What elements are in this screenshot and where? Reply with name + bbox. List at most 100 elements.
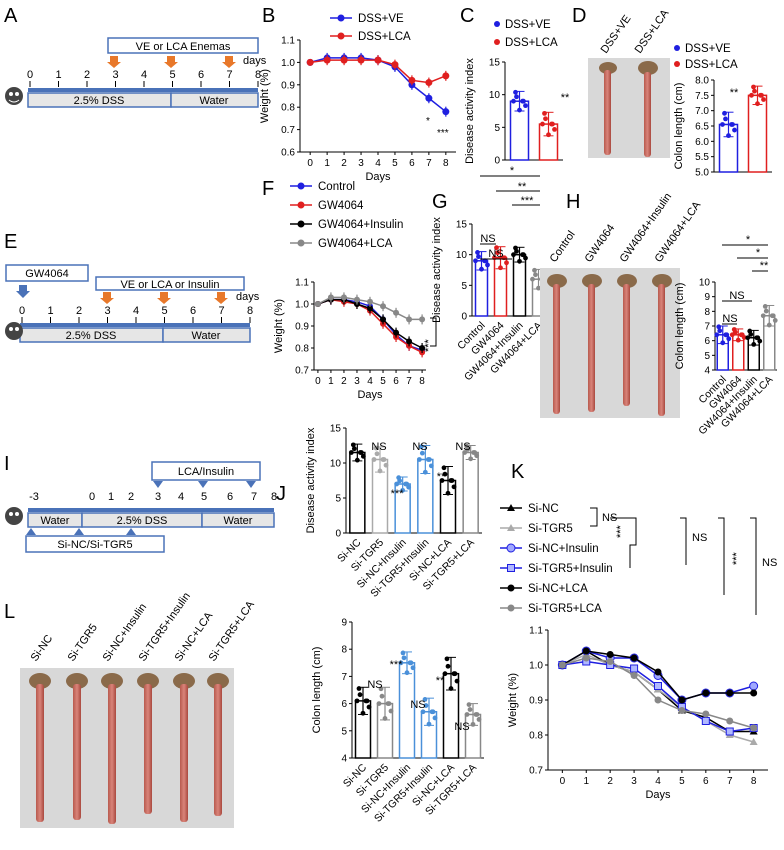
data-point (750, 724, 758, 732)
sig-j-3: ** (437, 471, 446, 483)
y-tick-label: 5 (461, 281, 467, 292)
data-point (702, 689, 710, 697)
scatter-point (511, 252, 516, 258)
scatter-point (420, 709, 426, 715)
dss-label-a: 2.5% DSS (74, 95, 125, 107)
y-tick-label: 5 (704, 351, 710, 362)
scatter-point (374, 451, 380, 457)
x-axis-label: Days (357, 389, 383, 401)
x-tick-label: 7 (406, 376, 412, 387)
scatter-point (371, 457, 377, 462)
x-tick-label: 1 (328, 376, 334, 387)
sig-d: ** (730, 87, 739, 99)
legend-k-2-label: Si-NC+Insulin (528, 543, 599, 555)
colon-photo-h (540, 268, 680, 418)
scheme-tick-label: 7 (218, 305, 224, 317)
sig-g-1: ** (518, 181, 527, 193)
scheme-tick-label: 4 (178, 491, 184, 503)
photo-label-h-1: GW4064 (583, 222, 618, 264)
scatter-point (432, 715, 438, 721)
scatter-point (466, 702, 472, 707)
x-tick-label: 8 (419, 376, 425, 387)
panel-i: I LCA/Insulin -3 0 1 2 3 4 5 6 7 8 Water 2.5% DSS… (4, 453, 277, 553)
scatter-point (356, 686, 362, 691)
scatter-point (468, 456, 474, 462)
sig-j-0: NS (371, 441, 386, 453)
scatter-point (762, 304, 768, 309)
x-axis-label: Days (365, 171, 391, 183)
scatter-point (404, 670, 410, 676)
y-tick-label: 9 (341, 618, 347, 629)
y-tick-label: 5.0 (695, 168, 709, 179)
data-point (380, 303, 387, 310)
sig-g-3: NS (480, 233, 495, 245)
panel-l: L Si-NC Si-TGR5 Si-NC+Insulin Si-TGR5+In… (4, 590, 484, 828)
scheme-tick-label: 5 (169, 69, 175, 81)
water-bar-e (162, 327, 251, 343)
panel-letter-i: I (4, 453, 10, 475)
scatter-point (464, 712, 470, 717)
y-axis-label: Colon length (cm) (673, 83, 685, 170)
y-tick-label: 0.9 (295, 322, 309, 333)
y-tick-label: 0.7 (295, 366, 309, 377)
scheme-tick-label: 6 (190, 305, 196, 317)
scatter-point (382, 716, 388, 721)
scatter-point (360, 710, 366, 716)
photo-label-d-1: DSS+LCA (633, 7, 672, 56)
data-point (726, 689, 734, 697)
panel-d: D DSS+VE DSS+LCA 5.0 5.5 6.0 6.5 7.0 7.5 8.0 Co… (572, 5, 772, 179)
scatter-point (383, 462, 389, 468)
scatter-point (470, 721, 476, 727)
scatter-point (454, 678, 460, 684)
scatter-point (419, 450, 425, 456)
y-tick-label: 0.8 (281, 103, 295, 114)
scatter-point (388, 708, 394, 714)
scatter-point (396, 475, 402, 481)
water-label-i: Water (41, 515, 70, 527)
scatter-point (366, 704, 372, 710)
data-point (374, 56, 382, 64)
data-point (749, 681, 759, 691)
scatter-point (720, 122, 725, 127)
panel-letter-e: E (4, 231, 17, 253)
panel-e: E GW4064 VE or LCA or Insulin days 0 1 2 3 4… (4, 231, 260, 343)
x-tick-label: 0 (315, 376, 321, 387)
scheme-ticks-i: -3 0 1 2 3 4 5 6 7 8 (29, 491, 277, 503)
mouse-icon (5, 322, 23, 340)
dai-chart-c: 0 5 10 15 Disease activity index DSS+VE DSS+LC… (464, 19, 563, 167)
data-point (582, 647, 590, 655)
water2-bar-i (201, 512, 275, 528)
scatter-point (517, 107, 522, 113)
scatter-point (376, 701, 382, 706)
scheme-tick-label: 8 (271, 491, 277, 503)
treat-label-e: VE or LCA or Insulin (120, 279, 219, 291)
y-tick-label: 9 (704, 292, 710, 303)
sig-h-1: * (756, 247, 761, 259)
treat-box-i (151, 461, 261, 481)
scatter-point (394, 481, 400, 487)
y-tick-label: 1.0 (295, 300, 309, 311)
legend-f-2-label: GW4064+Insulin (318, 219, 403, 231)
scatter-point (444, 656, 450, 662)
legend-f-0-label: Control (318, 181, 355, 193)
legend-k-4-label: Si-NC+LCA (528, 583, 588, 595)
y-axis-label: Disease activity index (464, 58, 476, 164)
sig-j-2: NS (412, 441, 427, 453)
x-tick-label: 1 (324, 158, 330, 169)
x-tick-label: 1 (583, 776, 589, 787)
scatter-point (745, 335, 751, 341)
data-point (558, 661, 566, 669)
scheme-ticks-a: 0 1 2 3 4 5 6 7 8 (27, 69, 261, 87)
sig-h-3: NS (729, 290, 744, 302)
water-label-e: Water (192, 330, 221, 342)
data-point (630, 654, 638, 662)
gw-arrow (16, 285, 30, 298)
colons-l (29, 673, 229, 824)
data-point (306, 58, 314, 66)
panel-letter-j: J (276, 483, 286, 505)
sig-g-2: *** (521, 195, 535, 207)
scheme-tick-label: 1 (47, 305, 53, 317)
data-point (726, 717, 734, 725)
